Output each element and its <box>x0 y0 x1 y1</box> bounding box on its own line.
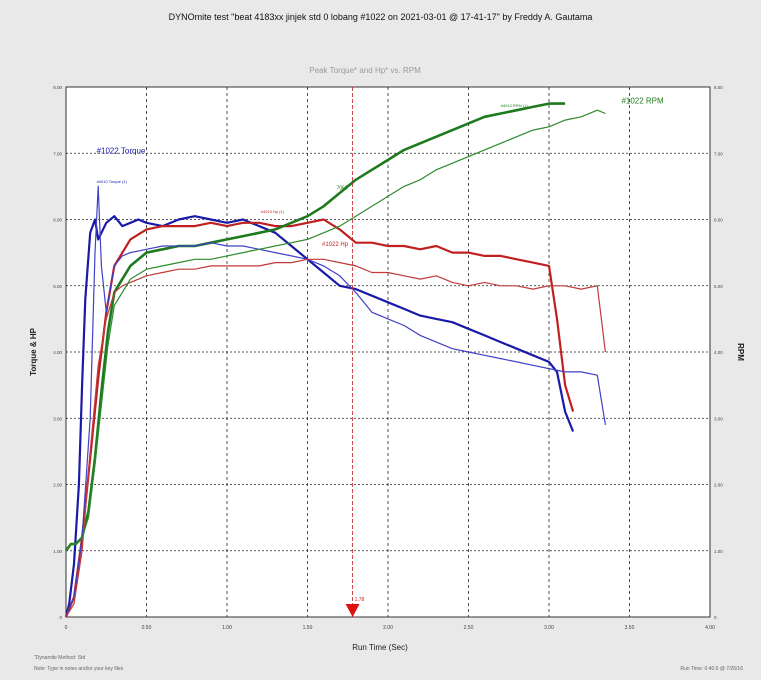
series-line-4 <box>65 185 606 618</box>
y-tick-label: 5.00 <box>53 284 62 289</box>
y-tick-label: 1.00 <box>53 549 62 554</box>
y-tick-label: 0 <box>59 615 62 620</box>
y-tick-label: 7.00 <box>53 151 62 156</box>
x-tick-label: 2.50 <box>464 625 474 631</box>
chart-title: DYNOmite test "beat 4183xx jinjek std 0 … <box>168 12 593 22</box>
plot-subtitle: Peak Torque* and Hp* vs. RPM <box>309 66 421 75</box>
cursor-label: 1.78 <box>355 597 365 603</box>
y-axis-label: Torque & HP <box>29 327 38 376</box>
x-axis-label: Run Time (Sec) <box>352 643 408 652</box>
ticks: 0 0.50 1.00 1.50 2.00 2.50 3.00 3.50 4.00 0 1.00 2.… <box>53 85 723 631</box>
x-tick-label: 1.00 <box>222 625 232 631</box>
y2-tick-label: 4.00 <box>714 350 723 355</box>
y2-tick-label: 0 <box>714 615 717 620</box>
x-tick-label: 4.00 <box>705 625 715 631</box>
y2-tick-label: 8.00 <box>714 85 723 90</box>
annotations-layer: #1022 Torque #4010 Torque (1) #4010 Hp (1)… <box>97 97 664 248</box>
x-tick-label: 1.50 <box>303 625 313 631</box>
series-annotation: #1022 Torque <box>97 146 146 155</box>
y-tick-label: 6.00 <box>53 218 62 223</box>
footer-run-info: Run Time: 0:40.0 @ 7/26/16 <box>680 666 743 672</box>
footer-note: Note: Type in notes and/or your key file… <box>34 666 124 672</box>
series-line-3 <box>64 102 566 552</box>
y2-tick-label: 2.00 <box>714 483 723 488</box>
x-tick-label: 2.00 <box>383 625 393 631</box>
y-tick-label: 2.00 <box>53 483 62 488</box>
x-tick-label: 0 <box>65 625 68 631</box>
series-annotation: #4010 Torque (1) <box>97 179 128 184</box>
y2-axis-label: RPM <box>736 343 745 361</box>
y2-tick-label: 5.00 <box>714 284 723 289</box>
y2-tick-label: 6.00 <box>714 218 723 223</box>
series-annotation: #4010 Hp (1) <box>261 209 285 214</box>
footer-method: "Dynamite Method: Std <box>34 655 86 661</box>
x-tick-label: 0.50 <box>142 625 152 631</box>
series-annotation: #4010 RPM (1) <box>501 103 529 108</box>
y2-tick-label: 3.00 <box>714 416 723 421</box>
series-annotation: #1022 Hp <box>322 242 349 248</box>
y-tick-label: 3.00 <box>53 416 62 421</box>
series-line-6 <box>65 109 606 552</box>
y2-tick-label: 1.00 <box>714 549 723 554</box>
y2-tick-label: 7.00 <box>714 151 723 156</box>
series-layer <box>64 102 606 618</box>
series-annotation: #1022 RPM <box>621 97 664 106</box>
series-annotation: 7062 <box>336 186 347 192</box>
y-tick-label: 8.00 <box>53 85 62 90</box>
series-line-5 <box>65 258 606 618</box>
cursor-marker[interactable] <box>345 604 360 617</box>
x-tick-label: 3.00 <box>544 625 554 631</box>
cursor[interactable]: 1.78 <box>345 87 365 617</box>
y-tick-label: 4.00 <box>53 350 62 355</box>
x-tick-label: 3.50 <box>625 625 635 631</box>
